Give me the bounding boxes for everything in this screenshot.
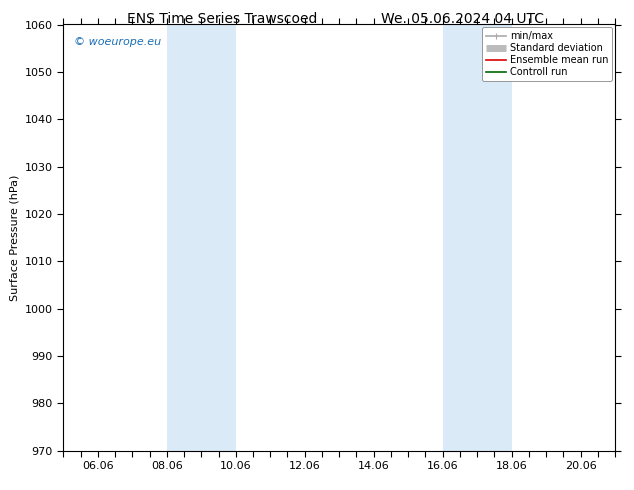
Text: © woeurope.eu: © woeurope.eu xyxy=(74,37,162,48)
Y-axis label: Surface Pressure (hPa): Surface Pressure (hPa) xyxy=(10,174,19,301)
Text: ENS Time Series Trawscoed: ENS Time Series Trawscoed xyxy=(127,12,317,26)
Bar xyxy=(443,24,512,451)
Text: We. 05.06.2024 04 UTC: We. 05.06.2024 04 UTC xyxy=(381,12,545,26)
Legend: min/max, Standard deviation, Ensemble mean run, Controll run: min/max, Standard deviation, Ensemble me… xyxy=(482,27,612,81)
Bar xyxy=(167,24,236,451)
